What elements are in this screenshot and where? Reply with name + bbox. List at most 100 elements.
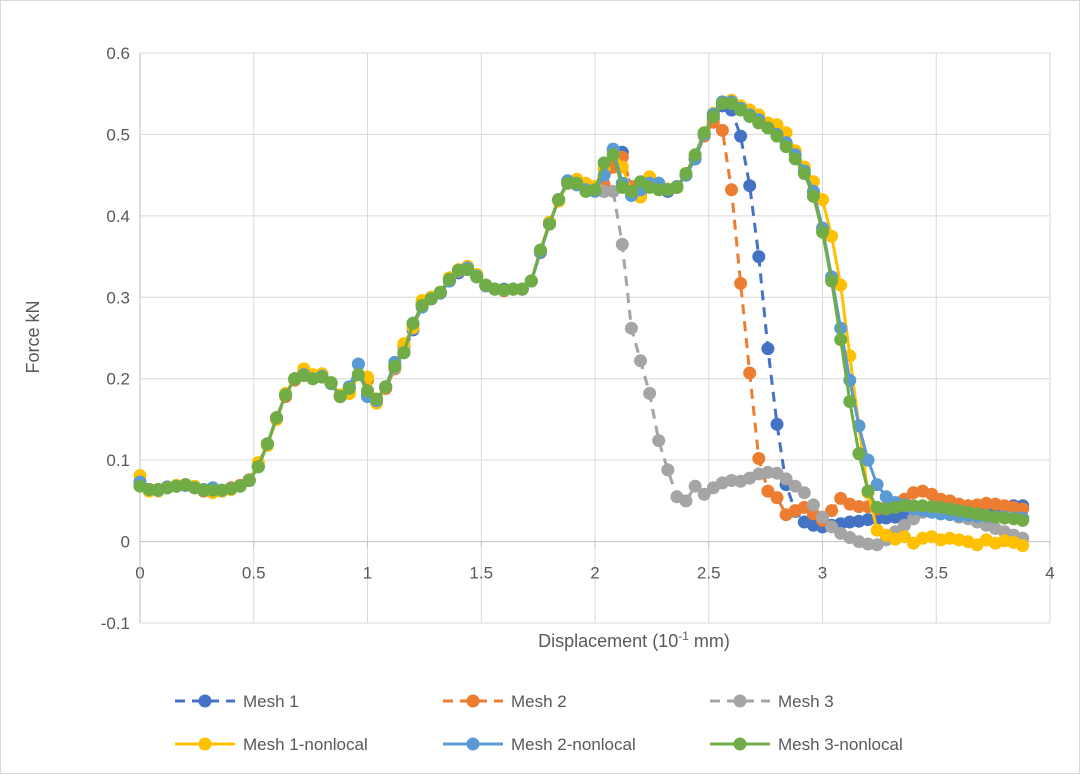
y-tick-label: 0.6 bbox=[106, 44, 130, 63]
data-point bbox=[870, 478, 884, 492]
data-point bbox=[688, 148, 702, 162]
data-point bbox=[825, 520, 839, 534]
data-point bbox=[852, 500, 866, 514]
data-point bbox=[242, 474, 256, 487]
data-point bbox=[725, 97, 738, 110]
data-point bbox=[761, 484, 775, 498]
data-point bbox=[806, 189, 820, 203]
legend-swatch-marker bbox=[733, 737, 747, 751]
series-line bbox=[139, 181, 1024, 547]
legend-item: Mesh 1-nonlocal bbox=[175, 735, 368, 754]
data-point bbox=[697, 126, 711, 140]
y-tick-label: -0.1 bbox=[101, 614, 130, 633]
data-point bbox=[388, 360, 402, 373]
x-tick-label: 2.5 bbox=[697, 564, 721, 583]
data-point bbox=[406, 316, 420, 330]
data-point bbox=[370, 392, 384, 406]
y-tick-label: 0.3 bbox=[106, 288, 130, 307]
series-mesh-3-nonlocal bbox=[133, 97, 1030, 527]
legend-label: Mesh 3 bbox=[778, 692, 834, 711]
data-point bbox=[524, 274, 538, 288]
data-point bbox=[897, 530, 911, 544]
legend-label: Mesh 1 bbox=[243, 692, 299, 711]
data-point bbox=[260, 437, 274, 451]
series-line bbox=[139, 102, 1023, 522]
data-point bbox=[634, 354, 647, 368]
data-point bbox=[843, 395, 857, 408]
legend-item: Mesh 3 bbox=[710, 692, 834, 711]
data-point bbox=[543, 217, 556, 231]
data-point bbox=[670, 180, 684, 194]
data-point bbox=[770, 491, 784, 505]
y-tick-label: 0.4 bbox=[106, 207, 130, 226]
data-point bbox=[770, 417, 784, 431]
data-point bbox=[624, 184, 638, 198]
data-point bbox=[461, 263, 475, 277]
y-tick-label: 0.5 bbox=[106, 125, 130, 144]
x-tick-label: 3 bbox=[818, 564, 827, 583]
legend-label: Mesh 2-nonlocal bbox=[511, 735, 636, 754]
y-tick-label: 0.2 bbox=[106, 370, 130, 389]
data-point bbox=[643, 386, 657, 400]
data-point bbox=[743, 110, 757, 123]
x-axis-title-exponent: -1 bbox=[678, 629, 689, 643]
legend-label: Mesh 1-nonlocal bbox=[243, 735, 368, 754]
legend-label: Mesh 3-nonlocal bbox=[778, 735, 903, 754]
data-point bbox=[351, 357, 365, 371]
data-point bbox=[743, 179, 757, 193]
data-point bbox=[197, 483, 211, 497]
data-point bbox=[697, 487, 711, 501]
data-point bbox=[816, 225, 829, 239]
legend-item: Mesh 1 bbox=[175, 692, 299, 711]
data-point bbox=[324, 376, 338, 390]
y-axis-title: Force kN bbox=[23, 300, 43, 373]
x-axis-title-unit: mm) bbox=[689, 631, 730, 651]
x-tick-label: 1 bbox=[363, 564, 372, 583]
legend-swatch-marker bbox=[198, 694, 212, 708]
data-point bbox=[725, 183, 738, 197]
series-layer bbox=[133, 93, 1030, 553]
data-point bbox=[597, 156, 611, 170]
data-point bbox=[361, 384, 374, 398]
data-point bbox=[825, 504, 839, 518]
data-point bbox=[661, 463, 675, 477]
data-point bbox=[797, 167, 811, 180]
data-point bbox=[279, 388, 293, 402]
series-mesh-1-nonlocal bbox=[133, 93, 1030, 553]
data-point bbox=[206, 483, 220, 497]
data-point bbox=[734, 103, 748, 117]
data-point bbox=[570, 176, 584, 190]
data-point bbox=[652, 183, 666, 197]
x-tick-label: 3.5 bbox=[924, 564, 948, 583]
data-point bbox=[251, 460, 265, 474]
data-point bbox=[834, 333, 848, 347]
series-mesh-1 bbox=[133, 99, 1030, 534]
x-axis-title: Displacement (10-1 mm) bbox=[538, 629, 730, 651]
data-point bbox=[706, 110, 720, 123]
data-point bbox=[1016, 539, 1030, 553]
data-point bbox=[897, 499, 911, 513]
data-point bbox=[779, 140, 793, 154]
data-point bbox=[734, 276, 748, 290]
data-point bbox=[506, 282, 520, 296]
data-point bbox=[615, 237, 629, 251]
legend: Mesh 1 Mesh 2 Mesh 3 Mesh 1-nonlocal Mesh 2-… bbox=[175, 692, 903, 754]
y-tick-label: 0.1 bbox=[106, 451, 130, 470]
legend-swatch-marker bbox=[198, 737, 212, 751]
y-tick-label: 0 bbox=[121, 533, 130, 552]
legend-swatch-marker bbox=[466, 694, 480, 708]
data-point bbox=[442, 272, 456, 286]
series-line bbox=[139, 104, 1023, 529]
data-point bbox=[561, 176, 575, 190]
data-point bbox=[1016, 502, 1030, 516]
data-point bbox=[679, 494, 693, 508]
data-point bbox=[415, 298, 429, 312]
data-point bbox=[652, 434, 666, 448]
series-line bbox=[138, 98, 1024, 548]
data-point bbox=[861, 453, 875, 467]
data-point bbox=[379, 380, 393, 394]
data-point bbox=[624, 321, 638, 335]
legend-item: Mesh 2-nonlocal bbox=[443, 735, 636, 754]
